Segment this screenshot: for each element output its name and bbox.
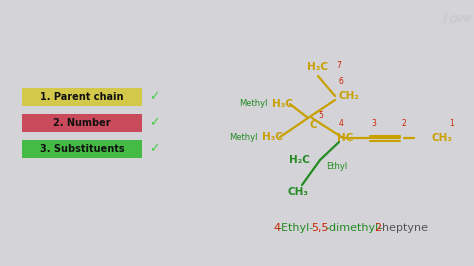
Text: Methyl: Methyl [239,99,268,109]
Text: 5,5: 5,5 [311,223,329,233]
Text: -heptyne: -heptyne [379,223,428,233]
Text: 5: 5 [318,111,323,120]
Text: 7: 7 [336,61,341,70]
Text: o: o [449,12,458,26]
Text: CH₃: CH₃ [432,133,453,143]
Text: 6: 6 [339,77,344,86]
Text: j: j [443,12,447,25]
Text: ✓: ✓ [149,143,159,156]
Text: HC: HC [337,133,354,143]
Text: 1: 1 [450,119,455,128]
Text: -dimethyl-: -dimethyl- [326,223,383,233]
Text: 4: 4 [338,119,344,128]
Text: Ethyl: Ethyl [326,162,347,171]
Text: -Ethyl-: -Ethyl- [278,223,314,233]
Text: 4: 4 [273,223,280,233]
FancyBboxPatch shape [22,140,142,158]
Text: C: C [310,120,318,130]
Text: H₃C: H₃C [262,132,283,142]
Text: ve: ve [455,12,472,25]
FancyBboxPatch shape [22,114,142,132]
Text: 2: 2 [374,223,381,233]
Text: ✓: ✓ [149,117,159,130]
Text: ✓: ✓ [149,90,159,103]
Text: 2. Number: 2. Number [53,118,111,128]
Text: H₃C: H₃C [308,62,328,72]
Text: 2: 2 [401,119,406,128]
Text: CH₂: CH₂ [339,91,360,101]
FancyBboxPatch shape [22,88,142,106]
Text: 1. Parent chain: 1. Parent chain [40,92,124,102]
Text: CH₃: CH₃ [288,187,309,197]
Text: 3: 3 [372,119,376,128]
Text: 3. Substituents: 3. Substituents [40,144,124,154]
Text: H₃C: H₃C [272,99,293,109]
Text: Methyl: Methyl [229,132,258,142]
Text: H₂C: H₂C [289,155,310,165]
